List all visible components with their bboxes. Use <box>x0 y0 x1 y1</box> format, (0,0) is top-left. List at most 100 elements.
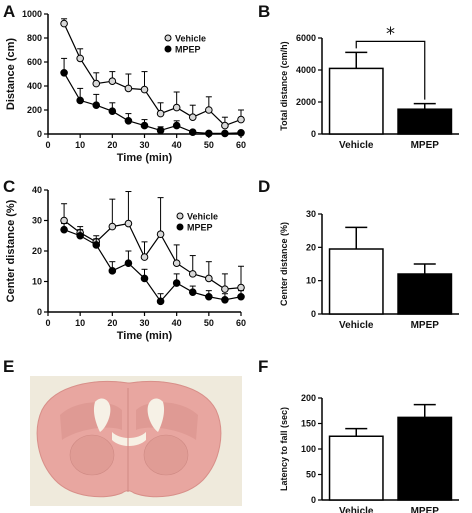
data-point-mpep <box>124 117 133 125</box>
series-line-mpep <box>63 72 242 134</box>
y-axis-label: Center distance (%) <box>5 199 17 302</box>
data-point-mpep <box>172 279 181 287</box>
data-point-vehicle <box>108 222 117 231</box>
y-tick-label: 10 <box>306 276 316 286</box>
series-line-mpep <box>63 229 242 303</box>
x-axis-label: Time (min) <box>117 152 173 164</box>
panel-c-line-chart: 0 10 20 30 40 0 10 20 30 40 50 60 Time (min) Center d… <box>5 185 246 342</box>
y-axis-label: Center distance (%) <box>279 222 289 306</box>
data-point-mpep <box>205 129 213 138</box>
y-tick-label: 10 <box>32 277 42 287</box>
legend-marker-mpep <box>164 45 172 53</box>
category-label-vehicle: Vehicle <box>339 140 374 151</box>
y-tick-label: 0 <box>311 495 316 505</box>
y-tick-label: 1000 <box>22 9 42 19</box>
legend-label-vehicle: Vehicle <box>175 34 206 44</box>
x-tick-label: 20 <box>107 318 117 328</box>
series-line-vehicle <box>63 23 242 127</box>
x-tick-label: 40 <box>172 140 182 150</box>
data-point-mpep <box>172 121 181 130</box>
data-point-mpep <box>60 69 68 77</box>
panel-letter-f: F <box>258 357 268 376</box>
y-tick-label: 800 <box>27 33 42 43</box>
data-point-mpep <box>156 126 165 135</box>
corpus-callosum <box>112 432 146 446</box>
data-point-mpep <box>237 129 245 137</box>
data-point-vehicle <box>172 103 181 112</box>
x-tick-label: 30 <box>139 140 149 150</box>
ventricle-left <box>93 398 111 432</box>
data-point-mpep <box>124 259 133 268</box>
data-point-mpep <box>92 241 101 249</box>
data-point-vehicle <box>60 216 68 225</box>
y-tick-label: 100 <box>301 444 316 454</box>
y-tick-label: 2000 <box>296 97 316 107</box>
data-point-vehicle <box>92 79 101 88</box>
bar-mpep <box>397 416 453 501</box>
legend-marker-mpep <box>176 223 184 231</box>
y-tick-label: 20 <box>306 242 316 252</box>
data-point-vehicle <box>76 54 84 63</box>
x-tick-label: 60 <box>236 318 246 328</box>
data-point-vehicle <box>60 19 68 28</box>
x-tick-label: 20 <box>107 140 117 150</box>
legend-label-mpep: MPEP <box>175 45 201 55</box>
data-point-mpep <box>237 292 245 301</box>
y-tick-label: 200 <box>301 393 316 403</box>
data-point-vehicle <box>156 230 165 239</box>
bar-mpep <box>397 108 453 135</box>
x-tick-label: 50 <box>204 318 214 328</box>
panel-a-line-chart: 0 200 400 600 800 1000 0 10 20 30 40 50 60 Time (min)… <box>5 9 246 164</box>
panel-letter-d: D <box>258 177 270 196</box>
data-point-mpep <box>108 267 117 275</box>
data-point-mpep <box>221 129 229 138</box>
panel-d-bar-chart: 0 10 20 30 Center distance (%) Vehicle MPEP <box>279 209 459 331</box>
data-point-mpep <box>76 96 84 105</box>
y-tick-label: 50 <box>306 470 316 480</box>
y-axis-label: Latency to fall (sec) <box>279 407 289 491</box>
data-point-vehicle <box>221 285 229 293</box>
ventricle-right <box>147 398 165 432</box>
panel-letter-c: C <box>3 177 15 196</box>
x-axis-label: Time (min) <box>117 330 173 342</box>
data-point-mpep <box>140 274 149 283</box>
data-point-mpep <box>221 296 229 304</box>
y-tick-label: 400 <box>27 81 42 91</box>
x-tick-label: 30 <box>139 318 149 328</box>
data-point-mpep <box>92 101 101 109</box>
panel-letter-e: E <box>3 357 14 376</box>
y-tick-label: 4000 <box>296 65 316 75</box>
panel-letter-a: A <box>3 2 15 21</box>
legend-marker-vehicle <box>164 34 172 42</box>
striatum-right <box>143 434 189 476</box>
data-point-mpep <box>188 288 197 296</box>
panel-f-bar-chart: 0 50 100 150 200 Latency to fall (sec) Vehicle… <box>279 393 459 513</box>
y-tick-label: 30 <box>306 209 316 219</box>
data-point-vehicle <box>205 106 213 114</box>
striatum-left <box>69 434 115 476</box>
category-label-vehicle: Vehicle <box>339 320 374 331</box>
data-point-vehicle <box>188 113 197 121</box>
bar-vehicle <box>328 435 384 501</box>
y-tick-label: 0 <box>311 309 316 319</box>
y-tick-label: 200 <box>27 105 42 115</box>
category-label-mpep: MPEP <box>411 506 440 513</box>
data-point-vehicle <box>172 259 181 268</box>
data-point-vehicle <box>140 85 149 94</box>
x-tick-label: 60 <box>236 140 246 150</box>
y-tick-label: 0 <box>37 307 42 317</box>
series-line-vehicle <box>63 220 242 290</box>
data-point-vehicle <box>140 253 149 261</box>
y-tick-label: 0 <box>37 129 42 139</box>
significance-star: * <box>386 23 395 44</box>
data-point-vehicle <box>237 283 245 292</box>
bar-vehicle <box>328 67 384 135</box>
data-point-vehicle <box>188 270 197 278</box>
y-axis-label: Distance (cm) <box>5 38 17 110</box>
legend-label-vehicle: Vehicle <box>187 212 218 222</box>
x-tick-label: 40 <box>172 318 182 328</box>
x-tick-label: 50 <box>204 140 214 150</box>
category-label-vehicle: Vehicle <box>339 506 374 513</box>
data-point-vehicle <box>124 219 133 228</box>
bar-vehicle <box>328 248 384 315</box>
